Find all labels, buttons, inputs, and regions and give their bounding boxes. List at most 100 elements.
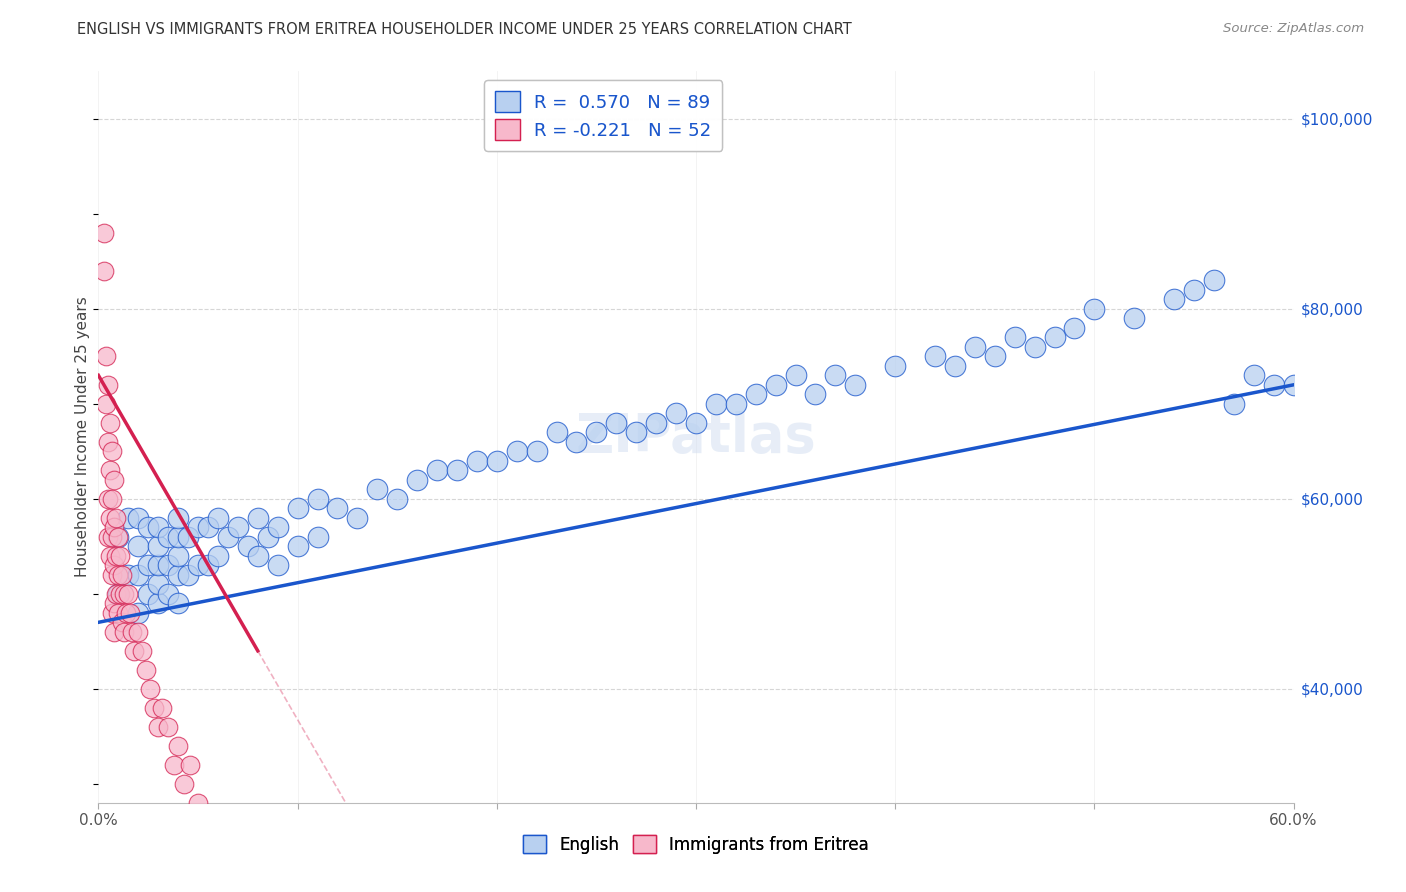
Point [148,596,170,610]
Point [745,387,768,401]
Text: ENGLISH VS IMMIGRANTS FROM ERITREA HOUSEHOLDER INCOME UNDER 25 YEARS CORRELATION: ENGLISH VS IMMIGRANTS FROM ERITREA HOUSE… [77,22,852,37]
Point [724,397,747,411]
Point [665,406,688,420]
Point [197,520,219,534]
Point [1123,311,1146,326]
Point [984,349,1007,363]
Point [326,501,349,516]
Point [103,473,125,487]
Point [406,473,429,487]
Point [148,720,170,734]
Point [267,558,290,573]
Point [1083,301,1105,316]
Point [105,511,128,525]
Point [136,558,159,573]
Point [246,511,269,525]
Point [163,757,186,772]
Point [103,558,125,573]
Point [148,520,170,534]
Point [685,416,707,430]
Point [1004,330,1026,344]
Point [506,444,529,458]
Point [1202,273,1225,287]
Point [1223,397,1246,411]
Point [1043,330,1066,344]
Point [546,425,568,440]
Point [167,530,190,544]
Point [187,796,209,810]
Point [187,520,209,534]
Point [112,587,135,601]
Point [177,567,200,582]
Point [107,606,129,620]
Point [167,739,190,753]
Point [385,491,409,506]
Point [112,624,135,639]
Point [765,377,787,392]
Point [485,454,508,468]
Point [177,530,200,544]
Point [884,359,907,373]
Point [101,444,124,458]
Point [256,530,278,544]
Point [346,511,368,525]
Point [246,549,269,563]
Point [148,577,170,591]
Point [103,596,125,610]
Point [943,359,966,373]
Point [585,425,607,440]
Point [605,416,627,430]
Point [157,587,180,601]
Point [785,368,807,383]
Point [101,567,124,582]
Point [98,463,122,477]
Point [173,777,195,791]
Point [824,368,846,383]
Text: ZIPatlas: ZIPatlas [575,411,817,463]
Point [143,701,166,715]
Point [107,530,129,544]
Point [307,491,329,506]
Point [103,520,125,534]
Point [120,606,142,620]
Point [98,416,122,430]
Point [1243,368,1265,383]
Legend: English, Immigrants from Eritrea: English, Immigrants from Eritrea [516,829,876,860]
Point [167,596,190,610]
Point [97,530,120,544]
Point [97,491,120,506]
Point [111,567,134,582]
Point [150,701,173,715]
Point [115,606,138,620]
Point [157,558,180,573]
Point [101,491,124,506]
Point [107,567,129,582]
Point [98,511,122,525]
Point [148,539,170,553]
Point [107,587,129,601]
Point [93,264,115,278]
Point [157,530,180,544]
Point [117,511,139,525]
Point [127,511,149,525]
Point [117,567,139,582]
Point [187,558,209,573]
Point [167,567,190,582]
Point [96,349,118,363]
Point [97,377,120,392]
Y-axis label: Householder Income Under 25 years: Householder Income Under 25 years [75,297,90,577]
Point [179,757,201,772]
Point [105,549,128,563]
Point [197,558,219,573]
Point [98,549,122,563]
Point [804,387,827,401]
Point [124,644,146,658]
Point [366,483,388,497]
Point [110,587,132,601]
Point [167,549,190,563]
Point [526,444,548,458]
Point [1263,377,1285,392]
Point [207,511,229,525]
Point [267,520,290,534]
Point [127,539,149,553]
